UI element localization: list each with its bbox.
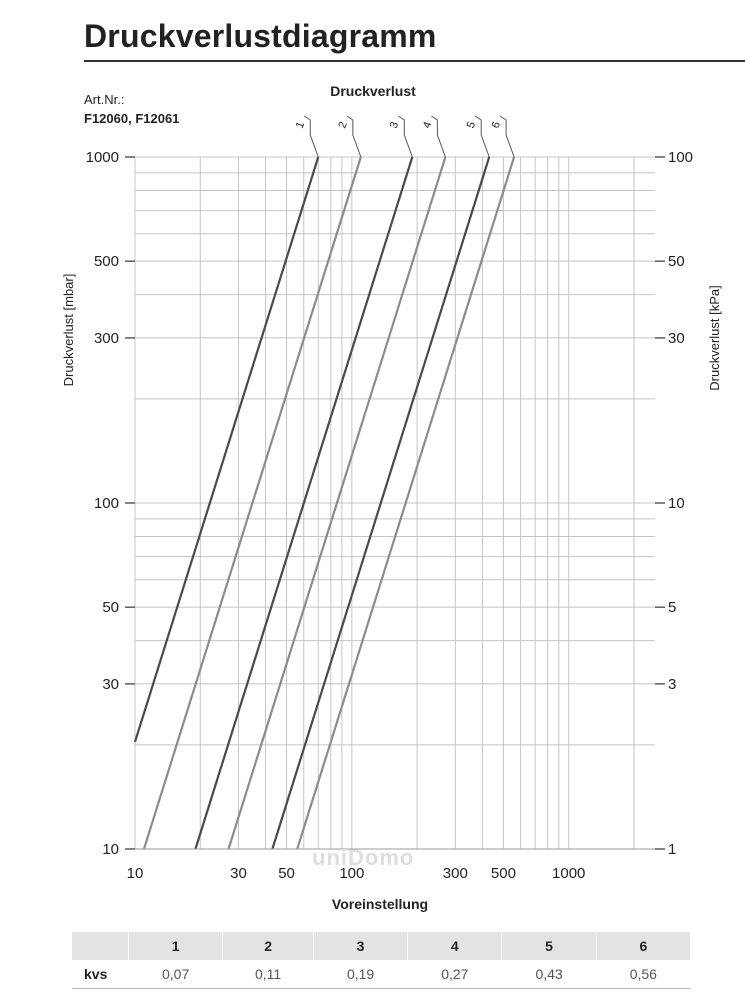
kvs-value-cell: 0,56 [596, 960, 691, 989]
x-tick-label: 500 [491, 865, 516, 882]
y-tick-label-right: 5 [668, 599, 676, 616]
kvs-header-cell: 1 [128, 932, 224, 960]
series-line-5 [271, 156, 491, 850]
axis-layer: 10 30 50 100 300 500 1000 1 3 5 10 30 50 100 10 30 50 100… [86, 149, 693, 882]
y-tick-label-left: 100 [94, 495, 119, 512]
y-tick-label-right: 1 [668, 841, 676, 858]
x-tick-label: 100 [339, 865, 364, 882]
kvs-header-cell: 2 [222, 932, 314, 960]
x-tick-label: 1000 [552, 865, 585, 882]
y-tick-label-right: 30 [668, 330, 685, 347]
series-leader-3 [398, 115, 413, 158]
watermark-logo: uniDomo [312, 845, 415, 870]
y-axis-label-right: Druckverlust [kPa] [707, 285, 722, 390]
kvs-value-cell: 0,27 [407, 960, 502, 989]
kvs-value-cell: 0,11 [222, 960, 314, 989]
y-tick-label-left: 30 [102, 676, 119, 693]
kvs-value-cell: 0,43 [501, 960, 597, 989]
x-tick-label: 300 [443, 865, 468, 882]
y-tick-label-left: 300 [94, 330, 119, 347]
x-tick-label: 50 [278, 865, 295, 882]
kvs-header-cell: 4 [407, 932, 503, 960]
x-tick-label: 30 [230, 865, 247, 882]
kvs-row-label: kvs [72, 960, 129, 989]
kvs-header-cell: 5 [501, 932, 597, 960]
y-tick-label-right: 50 [668, 253, 685, 270]
series-leader-4 [431, 115, 446, 158]
series-layer [133, 156, 516, 850]
series-label-5: 5 [465, 120, 478, 130]
article-number-value: F12060, F12061 [84, 111, 180, 126]
kvs-header-corner [72, 932, 129, 960]
title-divider [84, 60, 745, 62]
kvs-header-cell: 3 [313, 932, 409, 960]
y-tick-label-left: 10 [102, 841, 119, 858]
kvs-header-cell: 6 [596, 932, 692, 960]
series-line-3 [194, 156, 414, 850]
series-label-6: 6 [490, 120, 503, 130]
series-leader-6 [499, 115, 515, 158]
y-tick-label-right: 10 [668, 495, 685, 512]
y-axis-label-left: Druckverlust [mbar] [61, 274, 76, 387]
y-tick-label-right: 3 [668, 676, 676, 693]
x-axis-label: Voreinstellung [332, 896, 428, 912]
series-line-1 [133, 156, 320, 743]
y-tick-label-left: 500 [94, 253, 119, 270]
series-label-4: 4 [421, 120, 434, 130]
series-leader-5 [474, 115, 490, 158]
chart-title: Druckverlust [330, 83, 416, 99]
article-number-block: Art.Nr.: F12060, F12061 [84, 90, 179, 128]
y-tick-label-left: 50 [102, 599, 119, 616]
page-title: Druckverlustdiagramm [84, 18, 437, 54]
x-tick-label: 10 [127, 865, 144, 882]
series-label-1: 1 [294, 120, 307, 130]
grid-layer [134, 156, 655, 850]
series-line-6 [296, 156, 516, 850]
series-label-layer: 1 2 3 4 5 6 [294, 115, 515, 158]
article-number-label: Art.Nr.: [84, 92, 125, 107]
series-label-2: 2 [336, 120, 349, 130]
series-leader-2 [346, 115, 362, 158]
series-line-2 [142, 156, 362, 850]
kvs-value-cell: 0,07 [128, 960, 223, 989]
series-leader-1 [303, 115, 319, 158]
series-label-3: 3 [388, 120, 401, 130]
y-tick-label-left: 1000 [86, 149, 119, 166]
series-line-4 [227, 156, 447, 850]
kvs-value-row: kvs 0,07 0,11 0,19 0,27 0,43 0,56 [72, 960, 691, 989]
kvs-value-cell: 0,19 [313, 960, 408, 989]
y-tick-label-right: 100 [668, 149, 693, 166]
